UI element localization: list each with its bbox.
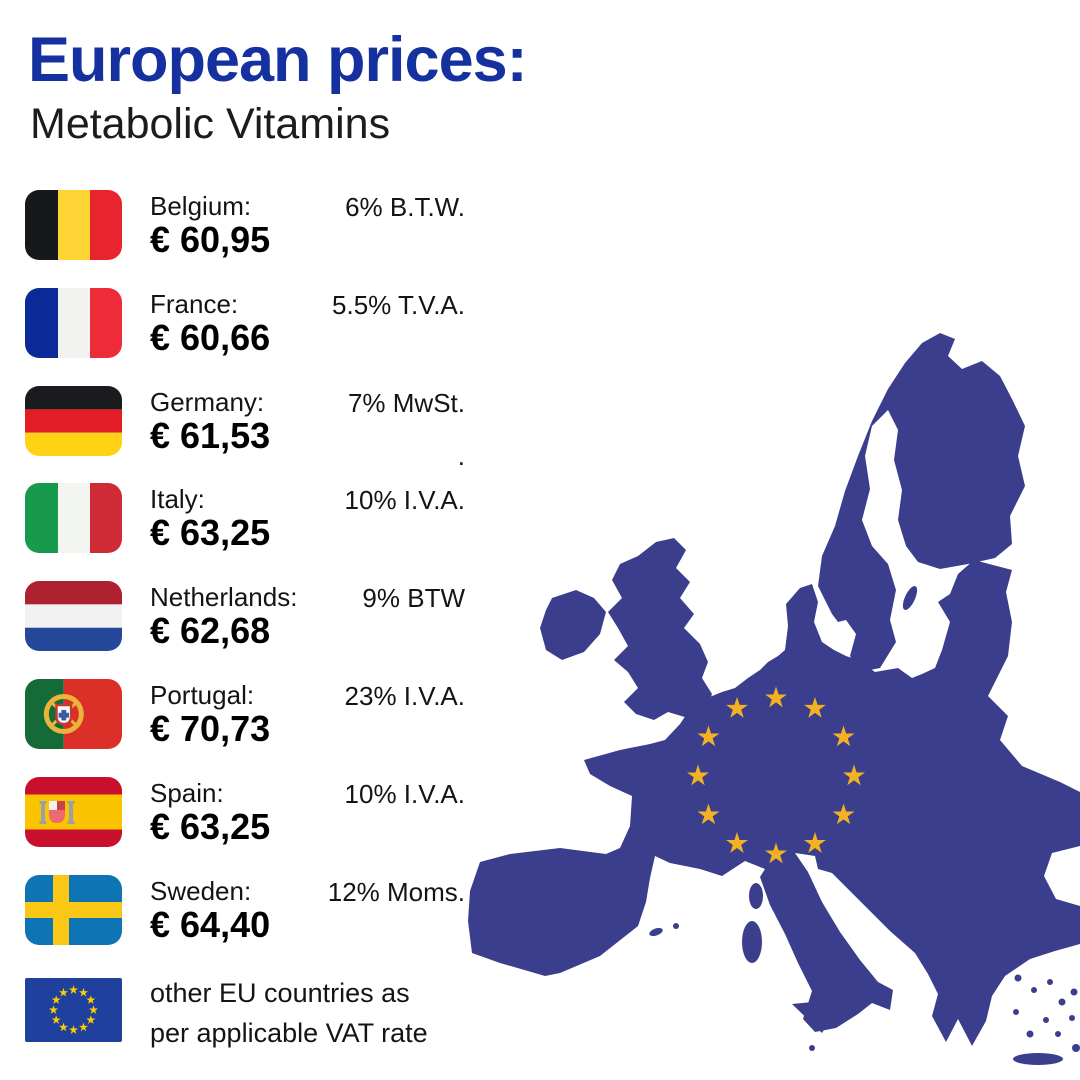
page-subtitle: Metabolic Vitamins bbox=[30, 100, 391, 148]
price-value: € 62,68 bbox=[150, 610, 271, 651]
price-row-france: France: € 60,66 5.5% T.V.A. bbox=[25, 288, 465, 358]
vat-rate: 23% I.V.A. bbox=[344, 681, 465, 711]
vat-rate: 7% MwSt. . bbox=[347, 388, 465, 471]
country-label: Sweden: bbox=[150, 876, 252, 906]
france-flag-icon bbox=[25, 288, 122, 358]
italy-flag-icon bbox=[25, 483, 122, 553]
price-row-portugal: Portugal: € 70,73 23% I.V.A. bbox=[25, 679, 465, 749]
vat-rate: 12% Moms. bbox=[327, 877, 465, 907]
price-row-netherlands: Netherlands: € 62,68 9% BTW bbox=[25, 581, 465, 651]
country-label: Italy: bbox=[150, 484, 205, 514]
sweden-flag-icon bbox=[25, 875, 122, 945]
country-label: Germany: bbox=[150, 387, 265, 417]
portugal-flag-icon bbox=[25, 679, 122, 749]
price-value: € 60,66 bbox=[150, 317, 271, 358]
price-value: € 63,25 bbox=[150, 806, 271, 847]
vat-rate: 10% I.V.A. bbox=[344, 779, 465, 809]
eu-flag-icon bbox=[25, 978, 122, 1042]
price-value: € 60,95 bbox=[150, 219, 271, 260]
price-value: € 63,25 bbox=[150, 512, 271, 553]
price-row-germany: Germany: € 61,53 7% MwSt. . bbox=[25, 386, 465, 471]
eu-flag-stars bbox=[48, 985, 99, 1034]
vat-rate: 5.5% T.V.A. bbox=[332, 290, 465, 320]
footer-note-line2: per applicable VAT rate bbox=[150, 1018, 428, 1048]
vat-rate: 10% I.V.A. bbox=[344, 485, 465, 515]
price-value: € 64,40 bbox=[150, 904, 271, 945]
price-row-sweden: Sweden: € 64,40 12% Moms. bbox=[25, 875, 465, 945]
country-label: Belgium: bbox=[150, 191, 252, 221]
country-label: Netherlands: bbox=[150, 582, 298, 612]
spain-flag-icon bbox=[25, 777, 122, 847]
netherlands-flag-icon bbox=[25, 581, 122, 651]
belgium-flag-icon bbox=[25, 190, 122, 260]
eu-stars-circle bbox=[687, 686, 865, 864]
europe-map-svg bbox=[468, 333, 1080, 1065]
country-label: Portugal: bbox=[150, 680, 255, 710]
page-title: European prices: bbox=[28, 25, 528, 95]
footer-note: other EU countries as per applicable VAT… bbox=[25, 976, 485, 1048]
price-value: € 61,53 bbox=[150, 415, 271, 456]
footer-note-line1: other EU countries as bbox=[150, 978, 410, 1008]
price-row-spain: Spain: € 63,25 10% I.V.A. bbox=[25, 777, 465, 847]
price-row-belgium: Belgium: € 60,95 6% B.T.W. bbox=[25, 190, 465, 260]
germany-flag-icon bbox=[25, 386, 122, 456]
country-label: Spain: bbox=[150, 778, 224, 808]
europe-map-silhouette bbox=[468, 333, 1080, 1065]
price-value: € 70,73 bbox=[150, 708, 271, 749]
vat-rate: 9% BTW bbox=[362, 583, 465, 613]
country-label: France: bbox=[150, 289, 239, 319]
europe-map bbox=[460, 326, 1080, 1080]
price-row-italy: Italy: € 63,25 10% I.V.A. bbox=[25, 483, 465, 553]
footer-note-text: other EU countries as per applicable VAT… bbox=[150, 973, 428, 1053]
vat-rate: 6% B.T.W. bbox=[345, 192, 465, 222]
